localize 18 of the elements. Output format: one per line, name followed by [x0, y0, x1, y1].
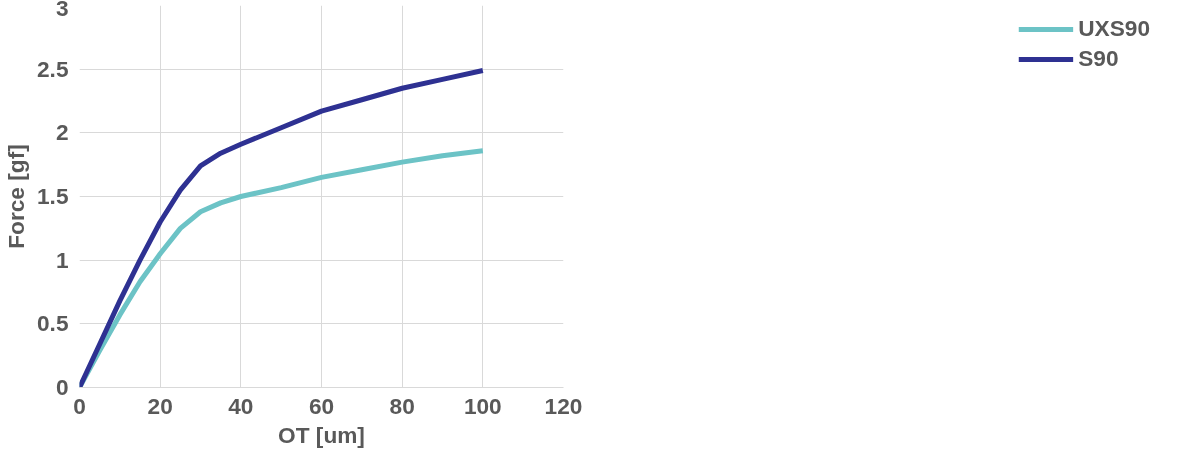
- y-tick-label: 0: [55, 374, 69, 400]
- y-tick-label: 1.5: [37, 183, 69, 209]
- x-tick-label: 100: [463, 392, 502, 419]
- y-tick-label: 1: [55, 246, 69, 273]
- y-tick-label: 2: [55, 119, 69, 146]
- y-axis-title: Force [gf]: [3, 144, 29, 249]
- y-tick-label: 0.5: [37, 310, 69, 337]
- x-axis-title: OT [um]: [278, 421, 365, 448]
- x-tick-label: 60: [308, 392, 335, 419]
- x-tick-label: 40: [228, 392, 254, 419]
- legend-label: S90: [1078, 45, 1119, 72]
- legend-label: UXS90: [1078, 15, 1150, 42]
- x-tick-label: 0: [73, 392, 86, 419]
- x-tick-label: 20: [147, 392, 173, 419]
- y-tick-label: 2.5: [37, 55, 69, 82]
- y-tick-label: 3: [55, 0, 69, 21]
- x-tick-label: 120: [544, 392, 583, 419]
- x-tick-label: 80: [389, 392, 415, 419]
